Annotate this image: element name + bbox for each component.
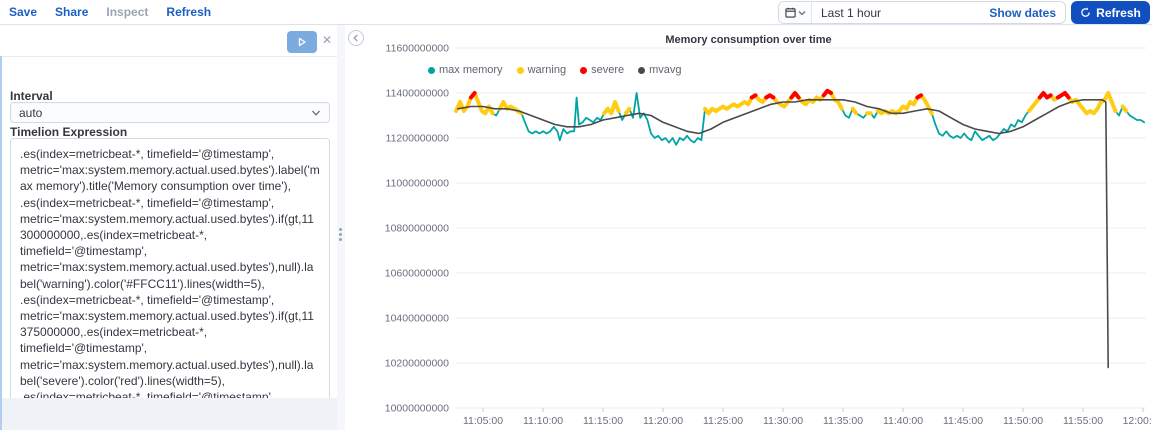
x-axis-tick-label: 11:05:00	[463, 415, 503, 427]
series-severe-line	[821, 88, 833, 98]
series-warning-line	[703, 88, 844, 116]
legend-item-warning[interactable]: warning	[516, 64, 567, 76]
top-toolbar: Save Share Inspect Refresh Last 1 hour S…	[0, 0, 1152, 25]
x-axis-tick-label: 11:35:00	[823, 415, 863, 427]
drag-handle-icon	[339, 228, 342, 241]
y-axis-tick-label: 10000000000	[385, 403, 449, 415]
date-quick-select-button[interactable]	[779, 2, 812, 23]
chart-panel: Memory consumption over time max memory w…	[345, 25, 1152, 430]
interval-value: auto	[19, 105, 43, 120]
timelion-expression-label: Timelion Expression	[10, 125, 128, 139]
legend-label: max memory	[439, 64, 503, 76]
series-severe-line	[789, 91, 801, 100]
interval-select[interactable]: auto	[10, 102, 330, 123]
x-axis-tick-label: 11:30:00	[763, 415, 803, 427]
refresh-icon	[1080, 7, 1091, 18]
inspect-button[interactable]: Inspect	[106, 5, 149, 19]
refresh-button[interactable]: Refresh	[1071, 1, 1150, 24]
series-severe-line	[1037, 91, 1053, 100]
series-severe-line	[1055, 91, 1071, 100]
legend-item-max-memory[interactable]: max memory	[428, 64, 503, 76]
legend-label: severe	[591, 64, 625, 76]
y-axis-tick-label: 10200000000	[385, 358, 449, 370]
y-axis-tick-label: 11200000000	[386, 133, 450, 145]
x-axis-tick-label: 11:40:00	[883, 415, 923, 427]
legend-label: warning	[527, 64, 567, 76]
series-warning-line	[1120, 104, 1129, 113]
x-axis-tick-label: 11:50:00	[1003, 415, 1043, 427]
y-axis-tick-label: 11000000000	[386, 178, 450, 190]
save-button[interactable]: Save	[9, 5, 38, 19]
legend-item-mvavg[interactable]: mvavg	[638, 64, 682, 76]
legend-dot-icon	[516, 66, 524, 74]
timelion-editor-panel: ✕ Interval auto Timelion Expression .es(…	[0, 25, 337, 410]
series-mvavg-line	[457, 99, 1110, 369]
close-icon[interactable]: ✕	[321, 33, 333, 47]
x-axis-tick-label: 12:00:00	[1123, 415, 1152, 427]
run-expression-button[interactable]	[287, 31, 317, 53]
interval-label: Interval	[10, 89, 53, 103]
editor-panel-footer	[0, 398, 337, 430]
refresh-link[interactable]: Refresh	[166, 5, 212, 19]
series-severe-line	[764, 93, 776, 100]
refresh-button-label: Refresh	[1096, 5, 1141, 20]
chart-legend: max memory warning severe mvavg	[428, 64, 682, 76]
legend-dot-icon	[428, 66, 435, 74]
x-axis-tick-label: 11:25:00	[703, 415, 743, 427]
play-icon	[297, 37, 307, 47]
x-axis-tick-label: 11:10:00	[523, 415, 563, 427]
x-axis-tick-label: 11:45:00	[943, 415, 983, 427]
y-axis-tick-label: 10600000000	[385, 268, 449, 280]
share-button[interactable]: Share	[55, 5, 89, 19]
y-axis-tick-label: 11600000000	[386, 43, 450, 55]
y-axis-tick-label: 10800000000	[385, 223, 449, 235]
panel-resizer[interactable]	[337, 25, 345, 430]
x-axis-tick-label: 11:20:00	[643, 415, 683, 427]
legend-dot-icon	[638, 66, 646, 74]
legend-label: mvavg	[649, 64, 682, 76]
editor-header: ✕	[0, 25, 337, 57]
series-severe-line	[469, 91, 477, 100]
y-axis-tick-label: 11400000000	[386, 88, 450, 100]
series-severe-line	[915, 93, 923, 100]
toolbar-links: Save Share Inspect Refresh	[0, 5, 211, 19]
timelion-expression-input[interactable]: .es(index=metricbeat-*, timefield='@time…	[10, 138, 330, 410]
legend-dot-icon	[580, 66, 588, 74]
show-dates-button[interactable]: Show dates	[989, 5, 1056, 20]
collapse-editor-button[interactable]	[348, 30, 364, 46]
series-warning-line	[602, 100, 621, 116]
date-picker: Last 1 hour Show dates	[778, 1, 1066, 24]
series-severe-line	[749, 93, 758, 100]
y-axis-tick-label: 10400000000	[385, 313, 449, 325]
timeseries-chart: 11600000000 11400000000 11200000000 1100000…	[385, 43, 1152, 428]
calendar-icon	[784, 7, 796, 18]
legend-item-severe[interactable]: severe	[580, 64, 624, 76]
series-warning-line	[623, 106, 632, 116]
chevron-down-icon	[798, 9, 806, 17]
chevron-left-icon	[352, 34, 360, 42]
chevron-down-icon	[311, 108, 329, 118]
panel-left-accent	[0, 56, 2, 430]
time-range-value[interactable]: Last 1 hour	[821, 5, 882, 20]
x-axis-tick-label: 11:55:00	[1063, 415, 1103, 427]
chart-title: Memory consumption over time	[665, 34, 832, 46]
series-warning-line	[850, 106, 859, 116]
x-axis-tick-label: 11:15:00	[583, 415, 623, 427]
